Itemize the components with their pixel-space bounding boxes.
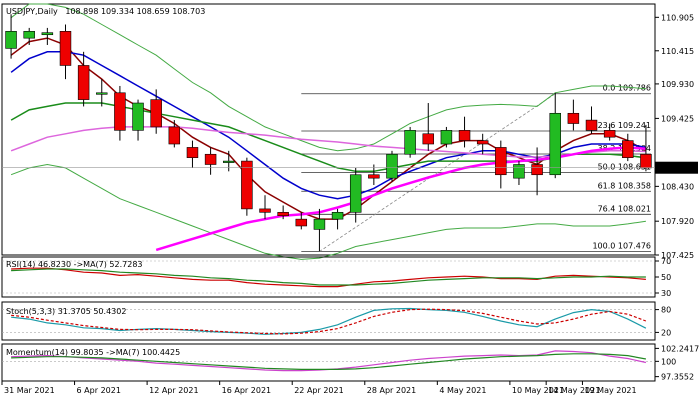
price-tick-label: 108.430 <box>661 182 694 191</box>
candle-body <box>77 65 90 100</box>
candle-body <box>204 153 217 165</box>
candle-body <box>458 130 471 141</box>
candle-body <box>513 164 525 179</box>
candle-body <box>549 112 561 176</box>
rsi-title: RSI(14) 46.8230 ->MA(7) 52.7283 <box>6 260 143 269</box>
indicator-tick-label: 80 <box>661 306 671 315</box>
indicator-tick-label: 70 <box>661 257 671 266</box>
candle-body <box>622 140 634 158</box>
price-tick-label: 110.905 <box>661 13 694 22</box>
indicator-line <box>11 268 646 286</box>
candle-body <box>241 160 253 210</box>
candle-body <box>150 99 162 128</box>
indicator-tick-label: 20 <box>661 328 671 337</box>
indicator-line <box>11 353 647 370</box>
candle-body <box>386 153 398 179</box>
candle-body <box>331 212 344 220</box>
candle-body <box>59 31 72 66</box>
stoch-title: Stoch(5,3,3) 31.3705 50.4302 <box>6 307 126 316</box>
price-tick-label: 110.415 <box>661 47 694 56</box>
indicator-tick-label: 97.3552 <box>661 373 694 382</box>
price-tick-label: 107.425 <box>661 251 694 260</box>
indicator-tick-label: 30 <box>661 289 671 298</box>
stochastic-pane: 80 20 <box>1 301 671 341</box>
indicator-line <box>11 308 647 335</box>
candle-body <box>5 31 17 49</box>
candle-body <box>349 174 362 213</box>
candle-body <box>168 126 181 145</box>
fib-level-label: 61.8 108.358 <box>598 181 651 190</box>
candle-body <box>567 112 580 124</box>
indicator-line <box>11 307 647 335</box>
candle-body <box>531 164 543 176</box>
date-tick-label: 22 Apr 2021 <box>294 386 343 395</box>
moving-average-line <box>155 146 646 252</box>
candle-body <box>295 218 308 227</box>
date-tick-label: 12 Apr 2021 <box>149 386 198 395</box>
date-tick-label: 31 Mar 2021 <box>4 386 55 395</box>
candle-body <box>186 147 199 158</box>
indicator-tick-label: 102.2417 <box>661 344 699 353</box>
candle-body <box>132 102 144 131</box>
fib-level-label: 100.0 107.476 <box>592 242 651 251</box>
date-tick-label: 4 May 2021 <box>439 386 486 395</box>
candle-body <box>495 147 507 176</box>
candle-body <box>603 130 616 138</box>
candle-body <box>585 119 598 131</box>
fib-level-label: 50.0 108.631 <box>598 163 651 172</box>
momentum-title: Momentum(14) 99.8035 ->MA(7) 100.4425 <box>6 348 180 357</box>
candle-body <box>259 208 271 213</box>
date-tick-label: 14 May 2021 <box>548 386 600 395</box>
candle-body <box>422 133 435 145</box>
date-tick-label: 10 May 2021 <box>512 386 564 395</box>
candle-body <box>404 130 416 155</box>
candle-body <box>23 31 35 39</box>
candle-body <box>96 92 108 95</box>
date-tick-label: 19 May 2021 <box>584 386 636 395</box>
candle-body <box>368 174 380 179</box>
candle-body <box>41 32 54 36</box>
bollinger-band-lower <box>10 163 646 260</box>
date-tick-label: 6 Apr 2021 <box>77 386 121 395</box>
price-tick-label: 107.920 <box>661 217 694 226</box>
fib-trend-line <box>319 93 556 252</box>
candle-body <box>277 212 289 217</box>
fib-level-label: 0.0 109.786 <box>603 84 651 93</box>
candle-body <box>476 140 489 145</box>
date-axis: 31 Mar 2021 6 Apr 2021 12 Apr 2021 16 Apr 2… <box>1 381 637 395</box>
fib-level-label: 76.4 108.021 <box>598 204 651 213</box>
rsi-pane: 70 50 30 <box>1 256 671 298</box>
bollinger-band-upper <box>10 3 646 152</box>
candle-body <box>114 92 126 131</box>
candle-body <box>440 130 453 145</box>
last-price-label: 108.703 <box>658 164 694 173</box>
candle-body <box>313 218 326 230</box>
candle-body <box>222 160 235 163</box>
fib-level-label: 23.6 109.241 <box>598 121 651 130</box>
candle-body <box>640 153 652 169</box>
price-tick-label: 109.425 <box>661 114 694 123</box>
date-tick-label: 16 Apr 2021 <box>222 386 271 395</box>
date-tick-label: 28 Apr 2021 <box>367 386 416 395</box>
indicator-tick-label: 100 <box>661 357 676 366</box>
symbol-title: USDJPY,Daily 108.898 109.334 108.659 108… <box>6 7 205 16</box>
last-price-box <box>655 161 698 174</box>
momentum-pane: 102.2417 100 97.3552 <box>1 343 699 382</box>
price-tick-label: 109.930 <box>661 80 694 89</box>
indicator-tick-label: 50 <box>661 273 671 282</box>
